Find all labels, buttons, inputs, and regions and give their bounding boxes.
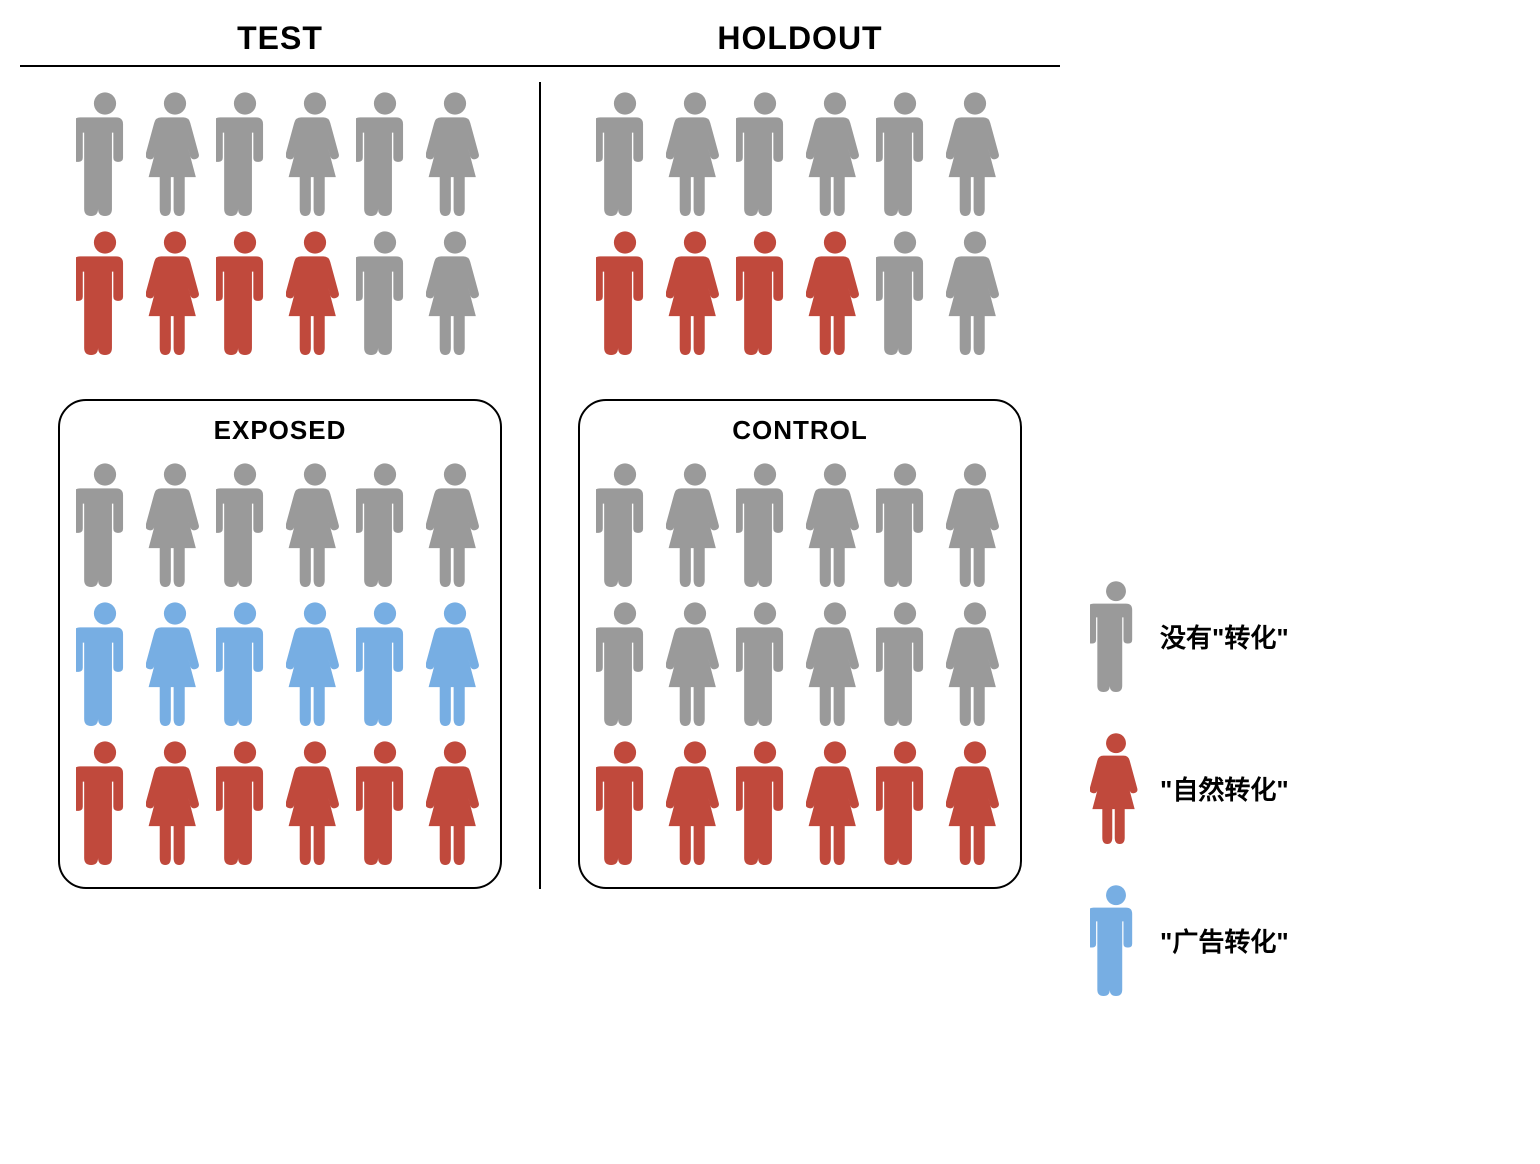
male-person-icon xyxy=(216,601,274,726)
female-person-icon xyxy=(426,601,484,726)
female-person-icon xyxy=(146,740,204,865)
male-person-icon xyxy=(876,230,934,355)
female-person-icon xyxy=(426,740,484,865)
male-person-icon xyxy=(876,462,934,587)
male-person-icon xyxy=(76,230,134,355)
male-person-icon xyxy=(596,462,654,587)
test-header: TEST xyxy=(237,20,323,57)
female-person-icon xyxy=(146,601,204,726)
female-person-icon xyxy=(286,601,344,726)
legend-label: 没有"转化" xyxy=(1160,618,1289,655)
female-person-icon xyxy=(286,91,344,216)
male-person-icon xyxy=(1090,580,1142,692)
diagram-container: TEST HOLDOUT EXPOSED CONTROL 没有"转化" "自然转化… xyxy=(20,20,1520,996)
female-person-icon xyxy=(946,91,1004,216)
male-person-icon xyxy=(216,91,274,216)
male-person-icon xyxy=(76,601,134,726)
test-top-block xyxy=(56,67,504,379)
female-person-icon xyxy=(666,740,724,865)
male-person-icon xyxy=(216,462,274,587)
female-person-icon xyxy=(666,601,724,726)
female-person-icon xyxy=(286,462,344,587)
exposed-block xyxy=(76,458,484,879)
female-person-icon xyxy=(806,91,864,216)
male-person-icon xyxy=(736,230,794,355)
people-row xyxy=(596,601,1004,726)
legend: 没有"转化" "自然转化" "广告转化" xyxy=(1080,20,1289,996)
people-row xyxy=(76,740,484,865)
people-row xyxy=(76,462,484,587)
male-person-icon xyxy=(596,740,654,865)
female-person-icon xyxy=(806,462,864,587)
female-person-icon xyxy=(946,740,1004,865)
holdout-column: HOLDOUT xyxy=(540,20,1060,65)
female-person-icon xyxy=(806,740,864,865)
legend-item: "广告转化" xyxy=(1090,884,1289,996)
exposed-box: EXPOSED xyxy=(58,399,502,889)
female-person-icon xyxy=(806,601,864,726)
control-title: CONTROL xyxy=(732,415,868,446)
people-row xyxy=(596,462,1004,587)
male-person-icon xyxy=(76,91,134,216)
people-row xyxy=(596,740,1004,865)
male-person-icon xyxy=(736,740,794,865)
female-person-icon xyxy=(946,601,1004,726)
female-person-icon xyxy=(426,91,484,216)
male-person-icon xyxy=(596,230,654,355)
test-column: TEST xyxy=(20,20,540,65)
vertical-divider xyxy=(539,82,541,889)
female-person-icon xyxy=(666,91,724,216)
people-row xyxy=(76,91,484,216)
male-person-icon xyxy=(596,601,654,726)
legend-item: 没有"转化" xyxy=(1090,580,1289,692)
test-content: EXPOSED xyxy=(20,67,540,889)
male-person-icon xyxy=(1090,884,1142,996)
female-person-icon xyxy=(146,462,204,587)
female-person-icon xyxy=(1090,732,1142,844)
people-row xyxy=(76,601,484,726)
male-person-icon xyxy=(596,91,654,216)
people-row xyxy=(596,230,1004,355)
female-person-icon xyxy=(146,230,204,355)
female-person-icon xyxy=(666,230,724,355)
male-person-icon xyxy=(76,740,134,865)
male-person-icon xyxy=(216,230,274,355)
female-person-icon xyxy=(426,230,484,355)
female-person-icon xyxy=(946,230,1004,355)
female-person-icon xyxy=(806,230,864,355)
male-person-icon xyxy=(876,740,934,865)
exposed-title: EXPOSED xyxy=(214,415,347,446)
female-person-icon xyxy=(426,462,484,587)
male-person-icon xyxy=(876,91,934,216)
people-row xyxy=(76,230,484,355)
holdout-header: HOLDOUT xyxy=(717,20,882,57)
male-person-icon xyxy=(356,740,414,865)
control-box: CONTROL xyxy=(578,399,1022,889)
main-grid: TEST HOLDOUT EXPOSED CONTROL xyxy=(20,20,1060,889)
legend-label: "自然转化" xyxy=(1160,770,1289,807)
holdout-content: CONTROL xyxy=(540,67,1060,889)
male-person-icon xyxy=(356,462,414,587)
female-person-icon xyxy=(286,230,344,355)
female-person-icon xyxy=(146,91,204,216)
control-block xyxy=(596,458,1004,879)
male-person-icon xyxy=(736,91,794,216)
male-person-icon xyxy=(736,601,794,726)
male-person-icon xyxy=(876,601,934,726)
people-row xyxy=(596,91,1004,216)
legend-label: "广告转化" xyxy=(1160,922,1289,959)
female-person-icon xyxy=(946,462,1004,587)
female-person-icon xyxy=(666,462,724,587)
legend-item: "自然转化" xyxy=(1090,732,1289,844)
male-person-icon xyxy=(356,230,414,355)
female-person-icon xyxy=(286,740,344,865)
male-person-icon xyxy=(216,740,274,865)
male-person-icon xyxy=(356,91,414,216)
male-person-icon xyxy=(356,601,414,726)
male-person-icon xyxy=(736,462,794,587)
holdout-top-block xyxy=(576,67,1024,379)
male-person-icon xyxy=(76,462,134,587)
